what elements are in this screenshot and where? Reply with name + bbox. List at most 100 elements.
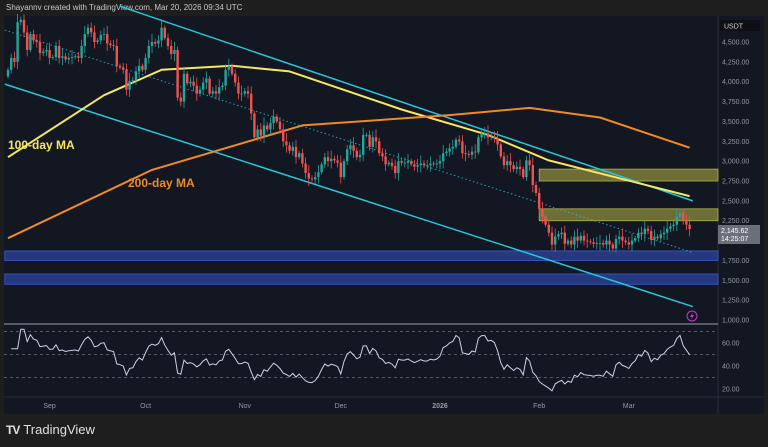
candle-body [102,34,106,35]
candle-body [611,244,614,249]
candle-body [512,165,515,170]
candle-body [672,224,675,227]
brand-name: TradingView [23,422,95,437]
candles-layer [6,14,691,253]
candle-body [346,149,349,162]
candle-body [531,165,534,185]
candle-body [442,153,445,162]
currency-badge [720,20,760,31]
candle-body [307,173,310,179]
candle-body [483,133,486,135]
tradingview-logo-icon: TV [6,422,20,437]
time-tick-label: Dec [335,403,348,410]
candle-body [582,235,586,241]
candle-body [67,57,70,60]
candle-body [93,32,96,42]
candle-body [282,129,285,142]
candle-body [406,161,410,163]
currency-label: USDT [724,24,744,31]
candle-body [496,138,499,145]
candle-body [147,45,150,58]
candle-body [16,22,19,62]
candle-body [205,78,208,83]
candle-body [522,169,525,178]
candle-body [227,65,230,70]
candle-body [518,166,522,170]
candle-body [621,236,624,241]
candle-body [237,82,240,94]
candle-body [157,40,160,44]
candle-body [470,151,474,155]
candle-body [656,236,659,239]
candle-body [675,216,678,225]
candle-body [506,161,509,166]
candle-body [579,235,582,241]
candle-body [653,236,656,240]
candle-body [262,125,266,136]
candle-body [474,151,477,153]
candle-body [554,236,557,245]
candle-body [150,42,154,46]
candle-body [544,216,547,225]
candle-body [45,49,48,52]
candle-body [659,234,662,239]
candle-body [387,162,390,165]
candle-body [48,49,51,58]
candle-body [166,38,170,46]
candle-body [272,116,275,124]
price-tick-label: 4,250.00 [722,59,749,66]
rsi-tick-label: 20.00 [722,387,740,394]
candle-body [608,240,611,245]
time-tick-label: Nov [239,403,252,410]
candle-body [269,123,272,130]
candle-body [374,137,378,142]
candle-body [198,89,202,94]
candle-body [160,27,163,41]
price-tick-label: 1,750.00 [722,258,749,265]
footer-brand[interactable]: TV TradingView [6,422,95,437]
candle-body [499,144,502,157]
candle-body [179,97,182,102]
candle-body [125,69,128,90]
candle-body [534,184,538,193]
time-tick-label: Feb [533,403,545,410]
candle-body [422,163,426,166]
candle-body [234,73,237,83]
price-tick-label: 3,000.00 [722,159,749,166]
candle-body [90,27,93,33]
candle-body [278,121,282,130]
candle-body [118,65,122,68]
candle-body [317,172,320,178]
candle-body [138,65,141,72]
candle-body [134,71,138,81]
candle-body [384,156,387,165]
candle-body [19,19,22,23]
lightning-icon[interactable] [686,310,698,322]
candle-body [330,158,333,162]
candle-body [304,163,307,174]
candle-body [400,161,403,163]
candle-body [211,91,214,94]
candle-body [509,161,512,166]
candle-body [458,139,461,142]
candle-body [547,224,550,233]
ma200-line [7,106,690,240]
candle-body [461,141,464,154]
candle-body [253,113,256,138]
time-tick-label: Mar [623,403,636,410]
candle-body [22,19,26,33]
candle-body [662,232,666,235]
candle-body [176,49,179,98]
time-tick-label: 2026 [432,403,448,410]
candle-body [493,136,496,139]
candle-body [682,212,685,221]
candle-body [301,153,304,164]
candle-body [224,69,227,86]
candle-body [74,56,77,58]
candle-body [310,178,314,180]
candle-body [326,157,330,162]
rsi-layer: 60.00 40.00 20.00 [4,328,740,394]
candle-body [464,153,467,155]
candle-body [96,40,99,42]
